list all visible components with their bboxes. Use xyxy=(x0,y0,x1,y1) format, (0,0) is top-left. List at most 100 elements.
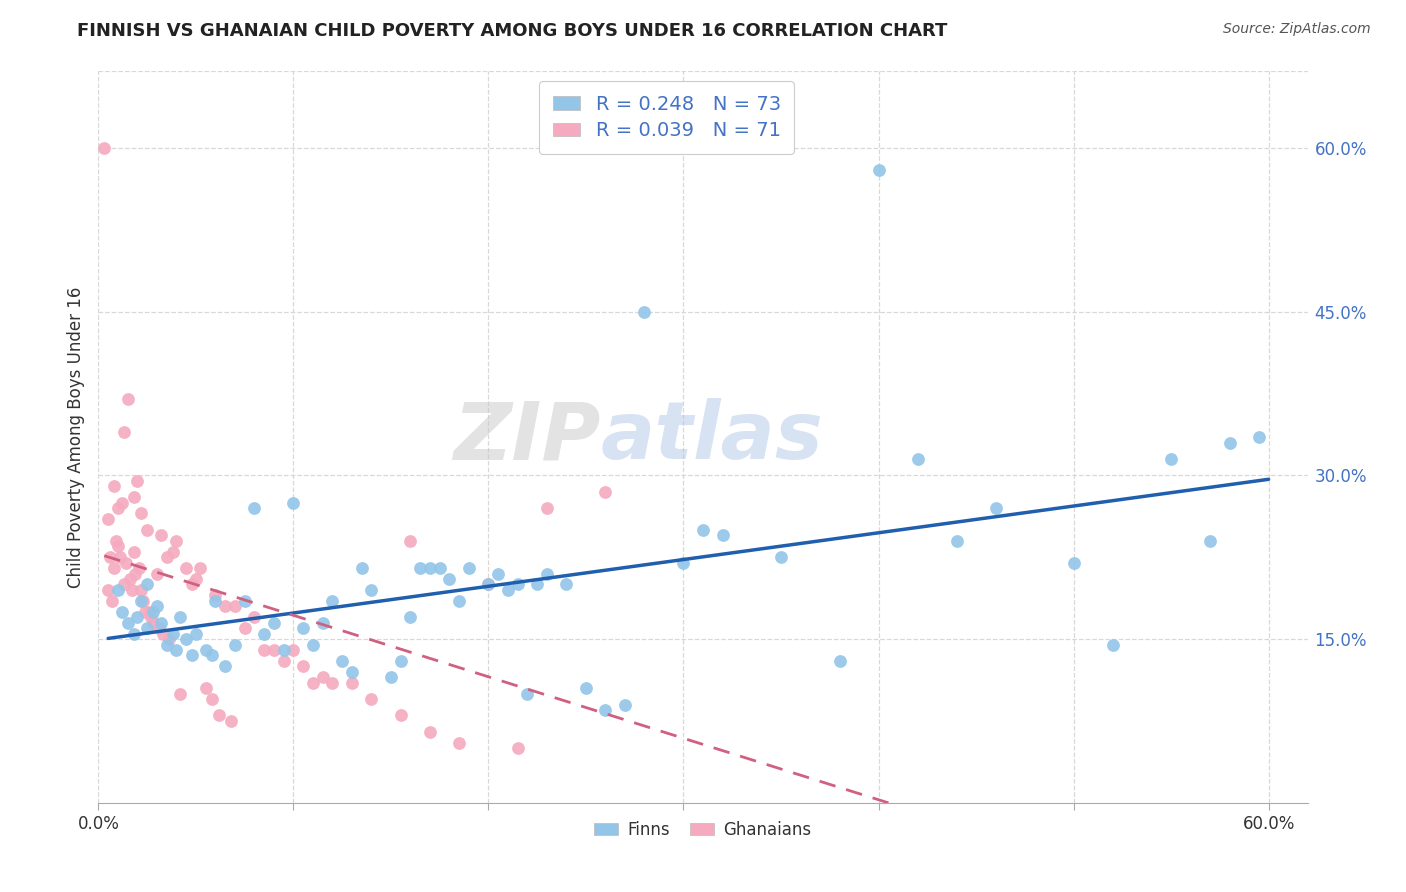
Point xyxy=(188,561,211,575)
Point xyxy=(302,675,325,690)
Point xyxy=(1247,430,1270,444)
Point xyxy=(184,572,207,586)
Point xyxy=(157,632,180,646)
Point xyxy=(389,708,412,723)
Point xyxy=(148,621,170,635)
Text: atlas: atlas xyxy=(600,398,823,476)
Point xyxy=(156,638,179,652)
Point xyxy=(112,577,135,591)
Point xyxy=(769,550,792,565)
Point xyxy=(302,638,325,652)
Point xyxy=(152,626,174,640)
Point xyxy=(711,528,734,542)
Point xyxy=(134,605,156,619)
Point xyxy=(243,610,266,624)
Point xyxy=(292,659,315,673)
Point xyxy=(169,610,191,624)
Point xyxy=(112,425,135,439)
Point xyxy=(165,643,187,657)
Point xyxy=(138,605,160,619)
Point xyxy=(174,561,197,575)
Text: ZIP: ZIP xyxy=(453,398,600,476)
Point xyxy=(224,638,246,652)
Point xyxy=(184,626,207,640)
Point xyxy=(419,561,441,575)
Point xyxy=(156,550,179,565)
Point xyxy=(194,643,217,657)
Point xyxy=(103,561,125,575)
Point xyxy=(114,556,136,570)
Point xyxy=(122,490,145,504)
Point xyxy=(1063,556,1085,570)
Point xyxy=(224,599,246,614)
Point xyxy=(312,670,335,684)
Point xyxy=(127,610,149,624)
Point xyxy=(107,501,129,516)
Point xyxy=(181,577,204,591)
Point xyxy=(399,533,422,548)
Point xyxy=(439,572,461,586)
Point xyxy=(672,556,695,570)
Point xyxy=(131,594,153,608)
Point xyxy=(111,495,134,509)
Point xyxy=(828,654,851,668)
Point xyxy=(360,582,382,597)
Point xyxy=(360,692,382,706)
Point xyxy=(380,670,402,684)
Text: Source: ZipAtlas.com: Source: ZipAtlas.com xyxy=(1223,22,1371,37)
Point xyxy=(555,577,578,591)
Point xyxy=(233,594,256,608)
Point xyxy=(107,539,129,553)
Y-axis label: Child Poverty Among Boys Under 16: Child Poverty Among Boys Under 16 xyxy=(66,286,84,588)
Point xyxy=(868,162,890,177)
Legend: Finns, Ghanaians: Finns, Ghanaians xyxy=(588,814,818,846)
Point xyxy=(419,724,441,739)
Point xyxy=(181,648,204,663)
Point xyxy=(124,566,146,581)
Point xyxy=(131,582,153,597)
Point xyxy=(350,561,373,575)
Point xyxy=(340,665,363,679)
Point xyxy=(233,621,256,635)
Point xyxy=(174,632,197,646)
Point xyxy=(330,654,353,668)
Point xyxy=(208,708,231,723)
Point xyxy=(142,605,165,619)
Point xyxy=(162,626,184,640)
Point xyxy=(263,643,285,657)
Point xyxy=(409,561,432,575)
Point xyxy=(243,501,266,516)
Point xyxy=(97,582,120,597)
Point xyxy=(595,484,617,499)
Point xyxy=(283,495,305,509)
Point xyxy=(204,588,226,602)
Point xyxy=(122,545,145,559)
Point xyxy=(449,736,471,750)
Point xyxy=(204,594,226,608)
Point xyxy=(429,561,451,575)
Point xyxy=(389,654,412,668)
Point xyxy=(149,615,172,630)
Point xyxy=(1219,435,1241,450)
Point xyxy=(283,643,305,657)
Point xyxy=(984,501,1007,516)
Point xyxy=(200,648,222,663)
Point xyxy=(526,577,548,591)
Point xyxy=(496,582,519,597)
Point xyxy=(214,659,236,673)
Point xyxy=(146,599,169,614)
Point xyxy=(118,572,141,586)
Point xyxy=(136,621,159,635)
Point xyxy=(477,577,499,591)
Point xyxy=(253,643,276,657)
Point xyxy=(200,692,222,706)
Point xyxy=(107,582,129,597)
Point xyxy=(132,594,155,608)
Point xyxy=(506,577,529,591)
Point xyxy=(121,582,143,597)
Point xyxy=(117,615,139,630)
Point xyxy=(136,577,159,591)
Point xyxy=(219,714,242,728)
Point xyxy=(945,533,967,548)
Point xyxy=(340,675,363,690)
